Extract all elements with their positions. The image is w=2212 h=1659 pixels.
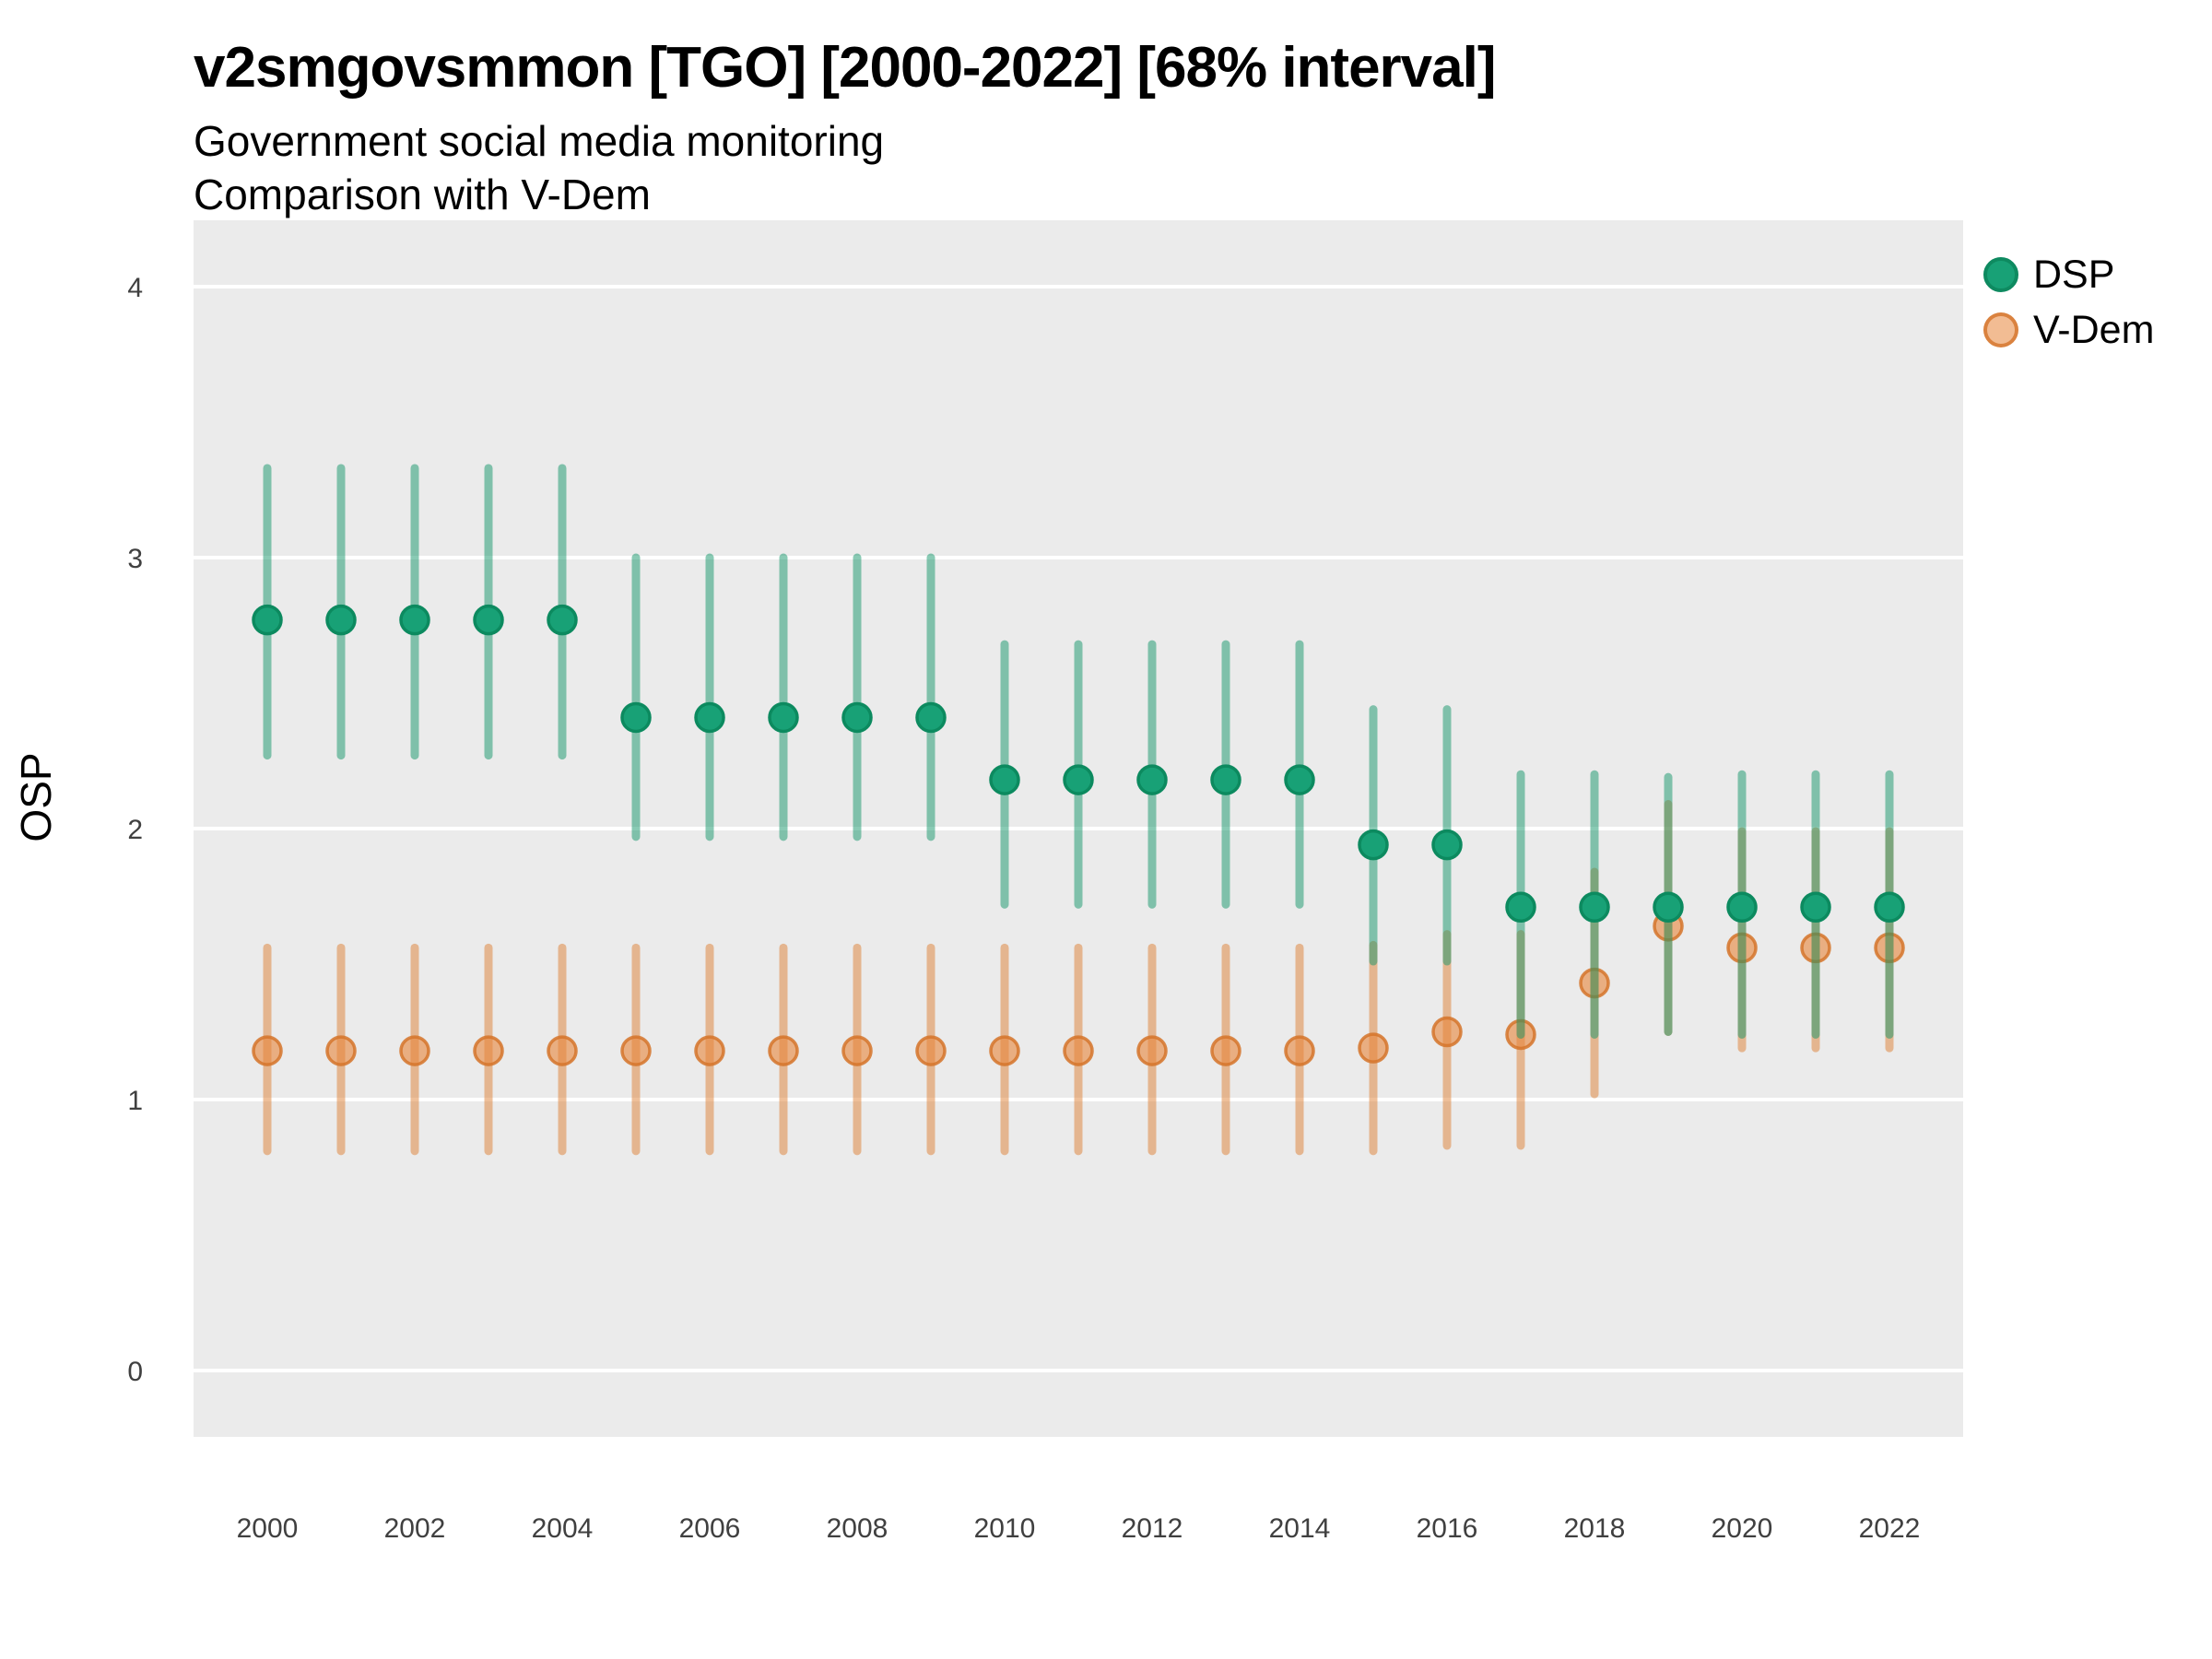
- vdem-point-2016: [1431, 1016, 1463, 1048]
- x-tick-label-2020: 2020: [1712, 1513, 1773, 1544]
- x-tick-label-2014: 2014: [1269, 1513, 1331, 1544]
- vdem-point-2006: [694, 1035, 725, 1066]
- y-axis-title: OSP: [12, 752, 60, 841]
- x-tick-label-2002: 2002: [384, 1513, 446, 1544]
- vdem-point-2015: [1358, 1032, 1389, 1064]
- x-tick-label-2008: 2008: [827, 1513, 888, 1544]
- x-tick-label-2004: 2004: [532, 1513, 594, 1544]
- y-tick-label-2: 2: [127, 815, 143, 845]
- dsp-point-2010: [989, 764, 1020, 795]
- dsp-point-2007: [768, 701, 799, 734]
- x-tick-label-2006: 2006: [679, 1513, 741, 1544]
- chart-subtitle-line1: Government social media monitoring: [194, 117, 885, 165]
- x-tick-label-2012: 2012: [1122, 1513, 1183, 1544]
- vdem-point-2008: [841, 1035, 873, 1066]
- dsp-point-2015: [1358, 829, 1389, 861]
- vdem-point-2010: [989, 1035, 1020, 1066]
- dsp-point-2022: [1874, 891, 1905, 924]
- y-tick-label-4: 4: [127, 273, 143, 303]
- x-tick-label-2010: 2010: [974, 1513, 1036, 1544]
- dsp-point-2021: [1800, 891, 1831, 924]
- y-tick-label-3: 3: [127, 544, 143, 574]
- vdem-point-2007: [768, 1035, 799, 1066]
- x-tick-label-2018: 2018: [1564, 1513, 1626, 1544]
- y-tick-label-0: 0: [127, 1357, 143, 1387]
- vdem-legend-dot-icon: [1983, 312, 2018, 347]
- dsp-point-2002: [399, 604, 430, 636]
- dsp-point-2016: [1431, 829, 1463, 861]
- chart-title: v2smgovsmmon [TGO] [2000-2022] [68% inte…: [194, 36, 1497, 100]
- dsp-point-2013: [1210, 764, 1241, 795]
- vdem-point-2013: [1210, 1035, 1241, 1066]
- dsp-point-2009: [915, 701, 947, 734]
- dsp-point-2014: [1284, 764, 1315, 795]
- dsp-point-2003: [473, 604, 504, 636]
- dsp-point-2000: [252, 604, 283, 636]
- vdem-point-2002: [399, 1035, 430, 1066]
- dsp-point-2011: [1063, 764, 1094, 795]
- dsp-point-2012: [1136, 764, 1168, 795]
- x-tick-label-2000: 2000: [237, 1513, 299, 1544]
- vdem-point-2012: [1136, 1035, 1168, 1066]
- dsp-point-2004: [547, 604, 578, 636]
- y-tick-label-1: 1: [127, 1086, 143, 1116]
- x-tick-label-2016: 2016: [1417, 1513, 1478, 1544]
- vdem-point-2003: [473, 1035, 504, 1066]
- dsp-point-2017: [1505, 891, 1536, 924]
- legend-label-vdem: V-Dem: [2033, 307, 2155, 352]
- x-tick-label-2022: 2022: [1859, 1513, 1921, 1544]
- vdem-point-2001: [325, 1035, 357, 1066]
- dsp-point-2001: [325, 604, 357, 636]
- vdem-point-2011: [1063, 1035, 1094, 1066]
- dsp-point-2008: [841, 701, 873, 734]
- legend: DSP V-Dem: [1983, 247, 2154, 358]
- dsp-point-2020: [1726, 891, 1758, 924]
- legend-item-dsp: DSP: [1983, 247, 2154, 302]
- dsp-point-2006: [694, 701, 725, 734]
- dsp-point-2018: [1579, 891, 1610, 924]
- vdem-point-2004: [547, 1035, 578, 1066]
- chart-subtitle-line2: Comparison with V-Dem: [194, 171, 651, 218]
- dsp-legend-dot-icon: [1983, 257, 2018, 292]
- dsp-point-2019: [1653, 891, 1684, 924]
- legend-label-dsp: DSP: [2033, 252, 2115, 297]
- vdem-point-2000: [252, 1035, 283, 1066]
- vdem-point-2005: [620, 1035, 652, 1066]
- legend-item-vdem: V-Dem: [1983, 302, 2154, 358]
- vdem-point-2014: [1284, 1035, 1315, 1066]
- dsp-point-2005: [620, 701, 652, 734]
- vdem-point-2009: [915, 1035, 947, 1066]
